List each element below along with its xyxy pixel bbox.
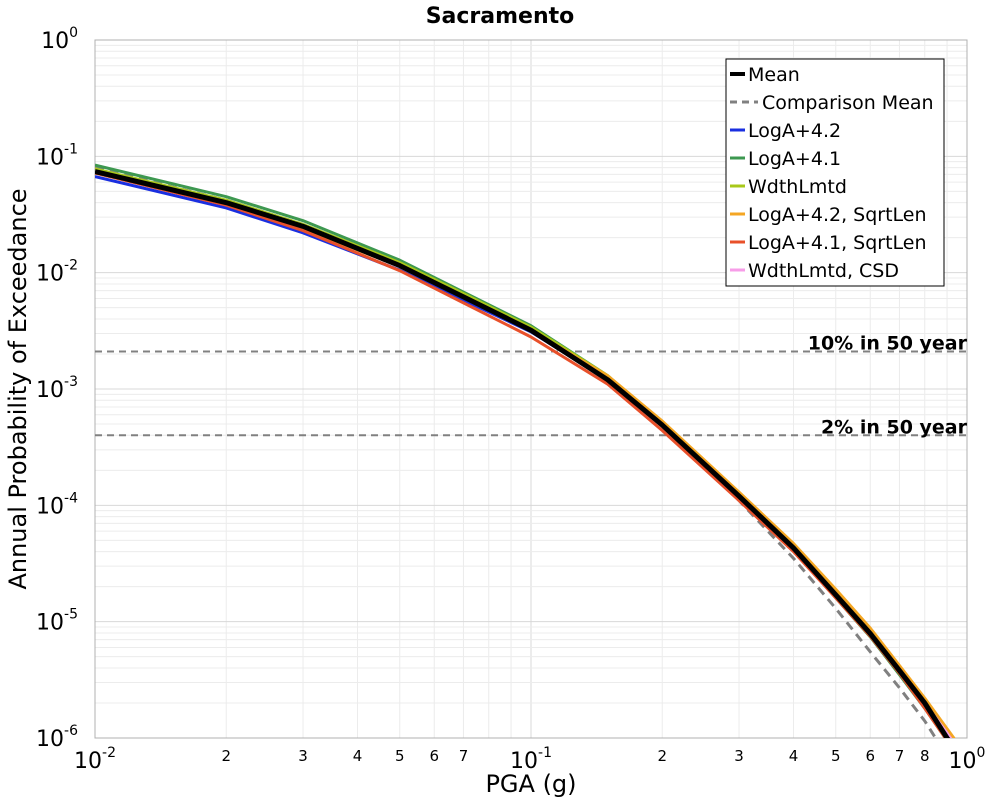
y-tick-label-base: 10 xyxy=(36,145,64,170)
y-tick-label: 10-2 xyxy=(36,258,78,287)
y-tick-label-base: 10 xyxy=(36,262,64,287)
x-tick-label-base: 10 xyxy=(510,749,538,774)
x-axis-ticks: 10-2 2 3 4 5 6 7 10-1 2 3 4 5 6 7 8 100 xyxy=(74,745,985,774)
plot-area-frame xyxy=(94,39,968,739)
series-line-mean xyxy=(95,169,951,738)
x-tick-label: 7 xyxy=(459,747,469,765)
y-tick-label-base: 10 xyxy=(41,29,69,54)
x-tick-label: 4 xyxy=(789,747,799,765)
x-tick-label: 2 xyxy=(657,747,667,765)
x-tick-label: 100 xyxy=(949,745,986,774)
x-tick-label-exponent: 0 xyxy=(977,745,986,761)
y-tick-label-base: 10 xyxy=(36,727,64,752)
y-tick-label-base: 10 xyxy=(36,378,64,403)
legend-box xyxy=(725,58,945,287)
reference-lines: 10% in 50 year 2% in 50 year xyxy=(95,333,968,438)
y-tick-label-exponent: 0 xyxy=(69,25,78,41)
legend-label: Mean xyxy=(748,64,800,86)
y-tick-label-exponent: -6 xyxy=(64,723,78,739)
x-tick-label: 6 xyxy=(430,747,440,765)
x-tick-label: 2 xyxy=(221,747,231,765)
legend-label: LogA+4.1 xyxy=(748,148,841,170)
y-tick-label: 10-5 xyxy=(36,607,78,636)
y-tick-label-exponent: -3 xyxy=(64,374,78,390)
x-tick-label-base: 10 xyxy=(949,749,977,774)
legend-label: Comparison Mean xyxy=(762,92,934,114)
y-tick-label-exponent: -2 xyxy=(64,258,78,274)
x-tick-label: 6 xyxy=(866,747,876,765)
x-tick-label: 5 xyxy=(831,747,841,765)
y-tick-label-exponent: -5 xyxy=(64,607,78,623)
y-tick-label: 10-1 xyxy=(36,141,78,170)
x-axis-label: PGA (g) xyxy=(485,770,576,798)
reference-line-label: 10% in 50 year xyxy=(808,333,968,355)
y-tick-label: 10-4 xyxy=(36,490,78,519)
y-tick-label-base: 10 xyxy=(36,611,64,636)
legend-label: WdthLmtd, CSD xyxy=(748,260,899,282)
x-tick-label-exponent: -1 xyxy=(538,745,552,761)
x-tick-label: 3 xyxy=(298,747,308,765)
y-tick-label: 10-3 xyxy=(36,374,78,403)
reference-line-label: 2% in 50 year xyxy=(821,416,968,438)
legend-label: LogA+4.1, SqrtLen xyxy=(748,232,927,254)
x-tick-label: 10-1 xyxy=(510,745,552,774)
y-tick-label-base: 10 xyxy=(36,494,64,519)
y-axis-label: Annual Probability of Exceedance xyxy=(4,188,32,589)
x-tick-label: 5 xyxy=(395,747,405,765)
y-tick-label-exponent: -4 xyxy=(64,490,78,506)
x-tick-label: 4 xyxy=(353,747,363,765)
legend-label: WdthLmtd xyxy=(748,176,847,198)
x-tick-label: 7 xyxy=(895,747,905,765)
x-tick-label-exponent: -2 xyxy=(102,745,116,761)
legend-label: LogA+4.2, SqrtLen xyxy=(748,204,927,226)
x-tick-label: 3 xyxy=(734,747,744,765)
legend-label: LogA+4.2 xyxy=(748,120,841,142)
series-lines xyxy=(95,163,956,738)
y-tick-label-exponent: -1 xyxy=(64,141,78,157)
chart-title: Sacramento xyxy=(426,4,575,29)
x-tick-label: 10-2 xyxy=(74,745,116,774)
x-tick-label-base: 10 xyxy=(74,749,102,774)
x-tick-label: 8 xyxy=(920,747,930,765)
y-tick-label: 100 xyxy=(41,25,78,54)
y-tick-label: 10-6 xyxy=(36,723,78,752)
legend: Mean Comparison Mean LogA+4.2 LogA+4.1 WdthL… xyxy=(725,58,945,287)
